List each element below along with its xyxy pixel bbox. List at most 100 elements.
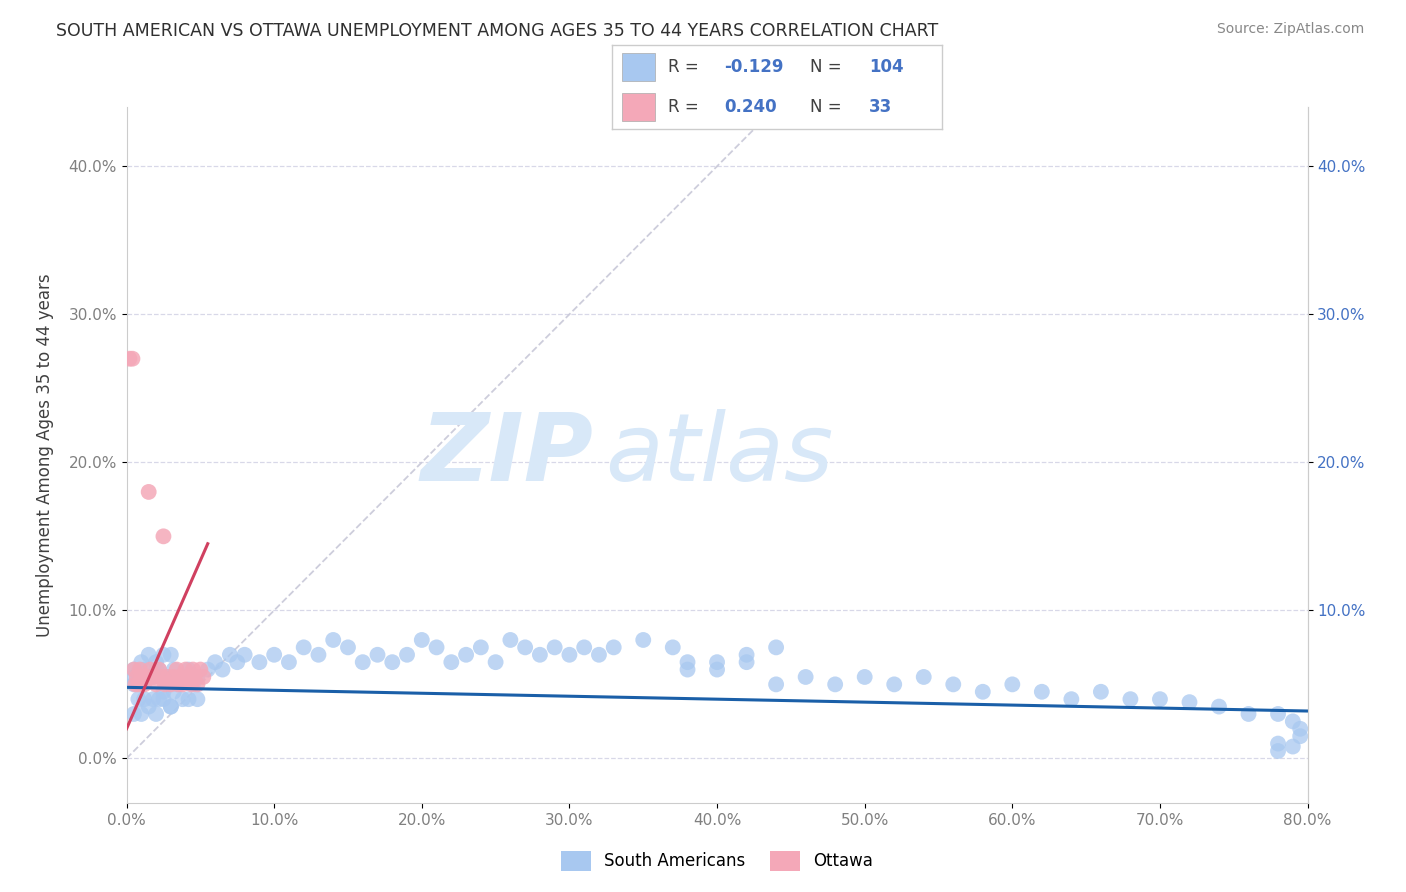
Point (172, 670, 194, 684)
Point (204, 655, 226, 669)
Point (180, 677, 202, 691)
Point (156, 670, 179, 684)
Point (169, 670, 191, 684)
Point (484, 655, 508, 669)
Point (122, 663, 145, 677)
Point (186, 677, 208, 691)
Point (307, 648, 329, 662)
Point (706, 663, 728, 677)
Legend: South Americans, Ottawa: South Americans, Ottawa (561, 851, 873, 871)
Point (127, 677, 149, 691)
Point (138, 648, 160, 662)
Point (247, 655, 270, 669)
Point (366, 648, 388, 662)
Point (912, 670, 935, 684)
Text: R =: R = (668, 98, 704, 116)
Text: SOUTH AMERICAN VS OTTAWA UNEMPLOYMENT AMONG AGES 35 TO 44 YEARS CORRELATION CHAR: SOUTH AMERICAN VS OTTAWA UNEMPLOYMENT AM… (56, 22, 938, 40)
Point (588, 648, 610, 662)
Point (177, 692, 200, 706)
Point (163, 663, 186, 677)
Text: Source: ZipAtlas.com: Source: ZipAtlas.com (1216, 22, 1364, 37)
Point (167, 677, 190, 691)
Point (148, 663, 170, 677)
Point (152, 692, 174, 706)
Point (470, 640, 492, 655)
Point (529, 648, 551, 662)
Point (1031, 685, 1053, 699)
Point (156, 670, 179, 684)
Point (263, 648, 285, 662)
Text: ZIP: ZIP (420, 409, 593, 501)
Point (233, 648, 256, 662)
Point (1208, 699, 1230, 714)
Point (942, 677, 965, 691)
Point (138, 670, 160, 684)
Point (226, 655, 249, 669)
Point (129, 677, 153, 691)
Point (186, 692, 208, 706)
Point (211, 663, 233, 677)
Point (152, 648, 174, 662)
Point (134, 677, 156, 691)
Point (794, 670, 817, 684)
Point (129, 670, 153, 684)
Point (159, 677, 183, 691)
Point (322, 632, 344, 647)
Point (1060, 692, 1083, 706)
Point (883, 677, 905, 691)
Point (125, 670, 148, 684)
Text: N =: N = (810, 98, 846, 116)
Point (166, 663, 188, 677)
Point (1282, 714, 1305, 729)
Point (197, 663, 219, 677)
Point (122, 677, 145, 691)
Point (177, 663, 200, 677)
Point (124, 677, 146, 691)
Point (138, 484, 160, 499)
Point (177, 670, 200, 684)
Point (139, 663, 162, 677)
Point (122, 706, 145, 721)
Point (138, 699, 160, 714)
Point (129, 655, 153, 669)
Point (148, 663, 170, 677)
Point (1001, 677, 1024, 691)
Point (735, 648, 758, 662)
Point (381, 655, 404, 669)
Point (142, 670, 165, 684)
Point (181, 677, 204, 691)
Point (122, 670, 145, 684)
Point (676, 655, 699, 669)
Point (765, 640, 787, 655)
Point (676, 663, 699, 677)
Point (1267, 706, 1289, 721)
Point (735, 655, 758, 669)
Point (1178, 695, 1201, 709)
Point (661, 640, 683, 655)
Point (183, 670, 205, 684)
Point (156, 677, 179, 691)
Point (193, 670, 215, 684)
Point (1282, 739, 1305, 754)
Point (174, 670, 197, 684)
Text: atlas: atlas (605, 409, 834, 500)
Bar (621, 93, 655, 120)
Point (603, 640, 626, 655)
Point (278, 655, 301, 669)
Point (159, 699, 183, 714)
Point (574, 640, 596, 655)
Point (411, 632, 433, 647)
Point (558, 648, 581, 662)
Point (1119, 692, 1142, 706)
Point (122, 663, 145, 677)
Point (631, 632, 654, 647)
Bar (621, 54, 655, 81)
Point (159, 699, 183, 714)
Point (1267, 737, 1289, 751)
Point (499, 632, 522, 647)
Text: 104: 104 (869, 59, 904, 77)
Point (152, 685, 174, 699)
Point (824, 677, 846, 691)
Point (292, 640, 315, 655)
Point (134, 663, 156, 677)
